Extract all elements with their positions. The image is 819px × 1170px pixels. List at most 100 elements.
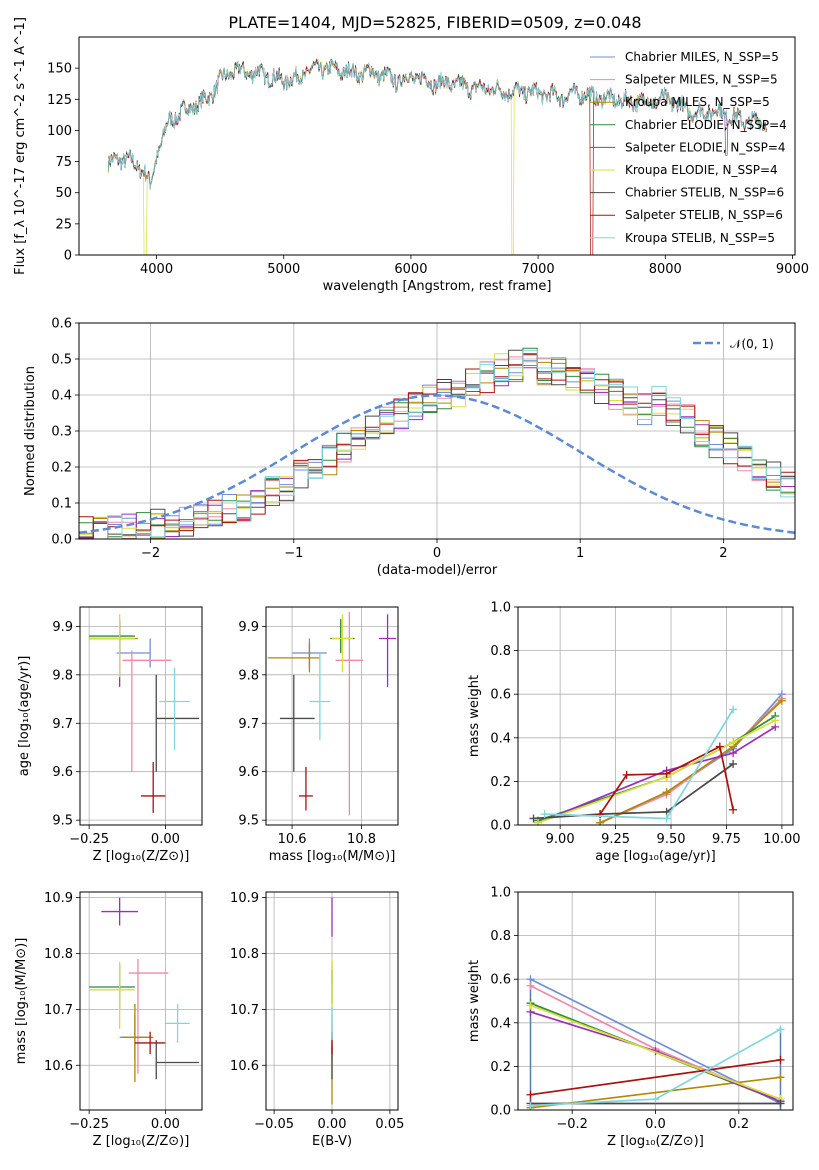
y-tick-label: 9.6 [238,765,259,780]
weight-marker [776,1099,785,1108]
x-axis-label: Z [log₁₀(Z/Z⊙)] [93,1134,190,1149]
normal-curve [79,394,795,534]
y-tick-label: 10.8 [230,947,259,962]
y-tick-label: 9.7 [238,717,259,732]
y-axis-label: age [log₁₀(age/yr)] [17,656,32,777]
panel-spectrum: 4000 5000 6000 7000 8000 9000 0 25 50 75 100 125 150… [13,17,809,294]
y-tick-label: 150 [47,62,72,77]
y-tick-label: 1.0 [490,601,511,616]
weight-marker [662,788,671,797]
x-axis-label: Z [log₁₀(Z/Z⊙)] [93,849,190,864]
y-tick-label: 10.9 [230,891,259,906]
y-tick-label: 10.8 [44,947,73,962]
x-tick-label: 6000 [394,262,427,277]
weight-marker [662,814,671,823]
weight-marker [776,1025,785,1034]
weight_vs_Z-plot [526,975,785,1110]
figure-title: PLATE=1404, MJD=52825, FIBERID=0509, z=0… [228,13,641,32]
x-tick-label: 9.25 [601,832,630,847]
y-tick-label: 0.0 [51,533,72,548]
legend-label-normal: 𝒩(0, 1) [730,337,774,351]
panel-age_vs_Z: −0.25 0.00 9.5 9.6 9.7 9.8 9.9 Z [log₁₀(Z/Z⊙)] a… [17,606,203,864]
weight-series-kroupa-miles [599,700,783,824]
y-tick-label: 0.8 [490,929,511,944]
x-tick-label: −0.2 [556,1117,588,1132]
y-tick-label: 50 [55,186,72,201]
x-tick-label: 10.00 [763,832,800,847]
y-tick-label: 10.6 [230,1059,259,1074]
y-tick-label: 1.0 [490,886,511,901]
x-tick-label: −1 [284,546,303,561]
axes-frame [265,891,399,1111]
y-tick-label: 9.7 [52,717,73,732]
x-tick-label: 9000 [776,262,809,277]
mass_vs_Z-plot [89,897,199,1083]
spectrum-series-salpeter-stelib [107,58,767,255]
y-axis-label: mass weight [467,675,482,757]
weight-marker [526,1101,535,1110]
residuals-plot [79,347,795,539]
x-tick-label: −0.25 [69,832,109,847]
x-tick-label: 0.00 [318,1117,347,1132]
weight-marker [533,818,542,825]
x-axis-label: (data-model)/error [377,563,498,578]
x-tick-label: 8000 [649,262,682,277]
y-tick-label: 0.8 [490,644,511,659]
weight-series-salpeter-elodie [537,726,776,824]
panel-age_vs_mass: 10.6 10.8 9.5 9.6 9.7 9.8 9.9 mass [log₁₀(M/M⊙)… [238,606,399,864]
y-tick-label: 9.5 [52,814,73,829]
x-tick-label: 2 [719,546,727,561]
spectrum-series-kroupa-elodie [107,59,768,255]
y-tick-label: 9.9 [52,620,73,635]
y-tick-label: 9.8 [52,668,73,683]
y-tick-label: 0.2 [51,461,72,476]
x-tick-label: 0.00 [151,1117,180,1132]
y-tick-label: 0.4 [490,1016,511,1031]
y-tick-label: 0.6 [490,973,511,988]
weight_vs_age-plot [529,690,786,825]
weight-marker [529,814,538,823]
x-tick-label: 9.75 [712,832,741,847]
y-tick-label: 0 [64,249,72,264]
x-tick-label: 1 [576,546,584,561]
hist-series-salpeter-elodie [79,361,795,539]
axes-frame [78,36,796,256]
hist-series-kroupa-stelib [79,349,795,539]
weight-series-chabrier-miles [599,693,783,824]
y-tick-label: 0.5 [51,353,72,368]
weight-series-kroupa-stelib [544,709,734,820]
x-tick-label: 4000 [140,262,173,277]
y-tick-label: 10.7 [44,1003,73,1018]
x-tick-label: 9.50 [657,832,686,847]
y-tick-label: 0.0 [490,819,511,834]
weight-marker [729,805,738,814]
y-tick-label: 0.6 [490,688,511,703]
weight-marker [729,705,738,714]
hist-series-chabrier-miles [79,360,795,539]
x-tick-label: 10.8 [347,832,376,847]
y-tick-label: 9.8 [238,668,259,683]
panel-mass_vs_Z: −0.25 0.00 10.6 10.7 10.8 10.9 Z [log₁₀(Z/Z⊙)]… [14,891,203,1149]
weight-marker [526,981,535,990]
weight-series-kroupa-elodie [537,719,776,824]
x-tick-label: 10.6 [278,832,307,847]
panel-weight_vs_Z: −0.2 0.0 0.2 0.0 0.2 0.4 0.6 0.8 1.0 Z [log₁₀(Z/Z… [467,886,794,1149]
y-tick-label: 0.4 [490,731,511,746]
y-axis-label: mass weight [467,960,482,1042]
y-tick-label: 25 [55,217,72,232]
y-tick-label: 9.5 [238,814,259,829]
y-tick-label: 125 [47,93,72,108]
panel-mass_vs_EBV: −0.05 0.00 0.05 10.6 10.7 10.8 10.9 E(B-V) [230,891,404,1149]
y-tick-label: 9.9 [238,620,259,635]
axes-frame [517,606,794,826]
weight-series-chabrier-elodie [537,715,776,822]
spectrum-series-kroupa-stelib [107,59,767,190]
legend-label: Salpeter STELIB, N_SSP=6 [625,208,783,222]
x-tick-label: −0.25 [69,1117,109,1132]
weight-marker [622,770,631,779]
legend-label: Chabrier STELIB, N_SSP=6 [625,186,784,200]
weight-marker [729,749,738,758]
axes-frame [79,606,203,826]
y-axis-label: Normed distribution [23,366,38,496]
legend-label: Kroupa ELODIE, N_SSP=4 [625,163,778,177]
